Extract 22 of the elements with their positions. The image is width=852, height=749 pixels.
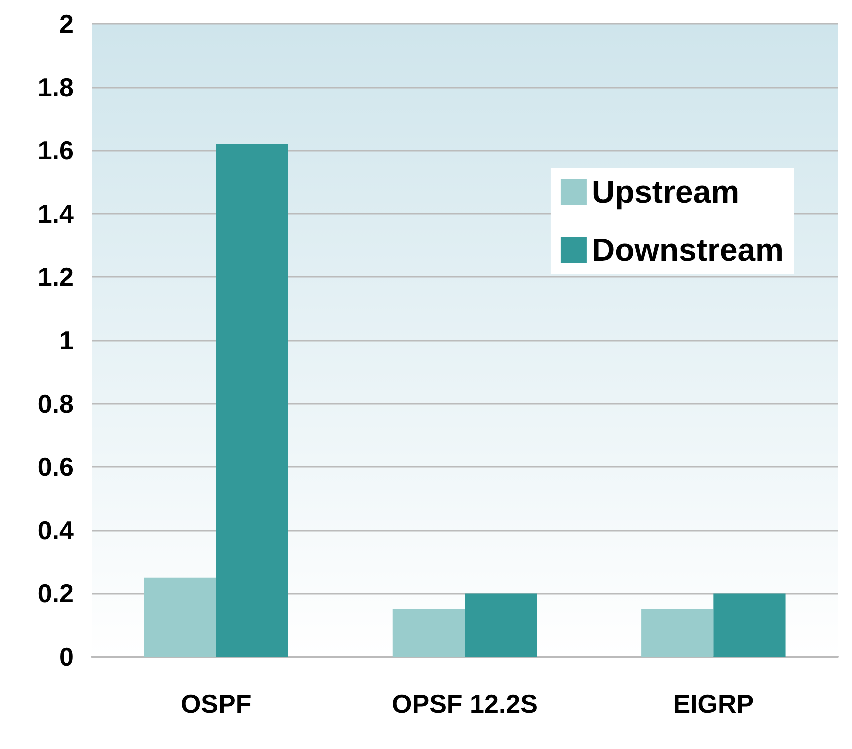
bar bbox=[144, 578, 216, 657]
y-tick-label: 1 bbox=[60, 326, 74, 356]
legend-label: Downstream bbox=[592, 232, 784, 268]
bar bbox=[714, 594, 786, 657]
bar bbox=[216, 144, 288, 657]
y-tick-label: 0.2 bbox=[38, 578, 74, 609]
y-tick-label: 0 bbox=[60, 642, 74, 672]
y-tick-label: 0.4 bbox=[38, 515, 75, 546]
legend-label: Upstream bbox=[592, 174, 740, 210]
y-tick-label: 2 bbox=[60, 9, 74, 39]
y-tick-label: 1.2 bbox=[38, 262, 74, 292]
y-tick-label: 1.4 bbox=[38, 198, 75, 229]
x-tick-label: OSPF bbox=[180, 689, 252, 719]
x-tick-label: OPSF 12.2S bbox=[392, 689, 538, 719]
bar bbox=[465, 594, 538, 657]
x-tick-label: EIGRP bbox=[673, 689, 754, 719]
y-tick-label: 0.6 bbox=[38, 452, 74, 482]
y-tick-label: 0.8 bbox=[38, 388, 74, 419]
bar bbox=[392, 610, 465, 657]
bar bbox=[642, 610, 714, 657]
y-tick-label: 1.8 bbox=[38, 72, 74, 102]
y-tick-label: 1.6 bbox=[38, 136, 74, 166]
